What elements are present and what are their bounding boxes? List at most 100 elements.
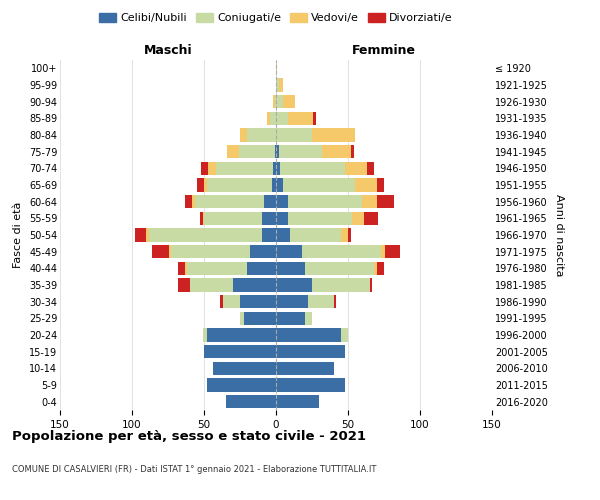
Bar: [385, 245, 400, 258]
Legend: Celibi/Nubili, Coniugati/e, Vedovi/e, Divorziati/e: Celibi/Nubili, Coniugati/e, Vedovi/e, Di…: [95, 8, 457, 28]
Bar: [204, 345, 276, 358]
Text: Femmine: Femmine: [352, 44, 416, 57]
Bar: [305, 312, 312, 325]
Bar: [276, 145, 279, 158]
Bar: [276, 195, 287, 208]
Y-axis label: Anni di nascita: Anni di nascita: [554, 194, 565, 276]
Bar: [283, 95, 295, 108]
Text: COMUNE DI CASALVIERI (FR) - Dati ISTAT 1° gennaio 2021 - Elaborazione TUTTITALIA: COMUNE DI CASALVIERI (FR) - Dati ISTAT 1…: [12, 465, 376, 474]
Bar: [227, 145, 239, 158]
Bar: [262, 212, 276, 225]
Text: Maschi: Maschi: [143, 44, 193, 57]
Bar: [233, 278, 276, 291]
Bar: [348, 228, 351, 241]
Bar: [355, 178, 377, 192]
Bar: [204, 212, 262, 225]
Bar: [276, 362, 334, 375]
Bar: [287, 195, 362, 208]
Bar: [247, 262, 276, 275]
Bar: [377, 195, 394, 208]
Bar: [185, 195, 193, 208]
Bar: [308, 295, 334, 308]
Bar: [239, 145, 275, 158]
Bar: [290, 228, 341, 241]
Bar: [352, 212, 364, 225]
Bar: [341, 328, 348, 342]
Bar: [185, 262, 187, 275]
Bar: [171, 245, 250, 258]
Bar: [305, 262, 374, 275]
Bar: [280, 162, 345, 175]
Bar: [367, 162, 374, 175]
Bar: [312, 278, 370, 291]
Bar: [226, 395, 276, 408]
Bar: [374, 262, 377, 275]
Bar: [135, 228, 146, 241]
Bar: [207, 178, 272, 192]
Bar: [272, 178, 276, 192]
Bar: [190, 278, 233, 291]
Bar: [276, 328, 341, 342]
Bar: [341, 228, 348, 241]
Bar: [283, 178, 355, 192]
Bar: [276, 295, 308, 308]
Bar: [377, 262, 384, 275]
Bar: [212, 362, 276, 375]
Bar: [302, 245, 381, 258]
Bar: [279, 78, 283, 92]
Bar: [200, 212, 203, 225]
Bar: [268, 112, 270, 125]
Bar: [364, 212, 378, 225]
Bar: [262, 228, 276, 241]
Bar: [207, 328, 276, 342]
Bar: [265, 195, 276, 208]
Bar: [362, 195, 377, 208]
Bar: [377, 178, 384, 192]
Bar: [276, 395, 319, 408]
Bar: [240, 312, 244, 325]
Bar: [215, 162, 273, 175]
Bar: [276, 262, 305, 275]
Bar: [276, 128, 312, 141]
Bar: [276, 312, 305, 325]
Bar: [345, 162, 367, 175]
Bar: [203, 328, 207, 342]
Bar: [149, 228, 262, 241]
Bar: [276, 78, 279, 92]
Bar: [146, 228, 149, 241]
Bar: [370, 278, 373, 291]
Bar: [276, 162, 280, 175]
Bar: [193, 195, 196, 208]
Bar: [273, 162, 276, 175]
Bar: [275, 95, 276, 108]
Bar: [204, 178, 207, 192]
Bar: [178, 278, 190, 291]
Bar: [197, 178, 204, 192]
Bar: [276, 245, 302, 258]
Bar: [276, 212, 287, 225]
Bar: [207, 378, 276, 392]
Bar: [244, 312, 276, 325]
Bar: [270, 112, 276, 125]
Bar: [276, 112, 287, 125]
Bar: [240, 295, 276, 308]
Bar: [223, 295, 240, 308]
Bar: [196, 195, 265, 208]
Bar: [273, 95, 275, 108]
Bar: [334, 295, 337, 308]
Bar: [276, 345, 345, 358]
Bar: [279, 145, 322, 158]
Bar: [287, 112, 313, 125]
Y-axis label: Fasce di età: Fasce di età: [13, 202, 23, 268]
Bar: [169, 245, 171, 258]
Text: Popolazione per età, sesso e stato civile - 2021: Popolazione per età, sesso e stato civil…: [12, 430, 366, 443]
Bar: [178, 262, 185, 275]
Bar: [276, 278, 312, 291]
Bar: [381, 245, 385, 258]
Bar: [313, 112, 316, 125]
Bar: [312, 128, 355, 141]
Bar: [351, 145, 354, 158]
Bar: [275, 145, 276, 158]
Bar: [276, 228, 290, 241]
Bar: [203, 212, 204, 225]
